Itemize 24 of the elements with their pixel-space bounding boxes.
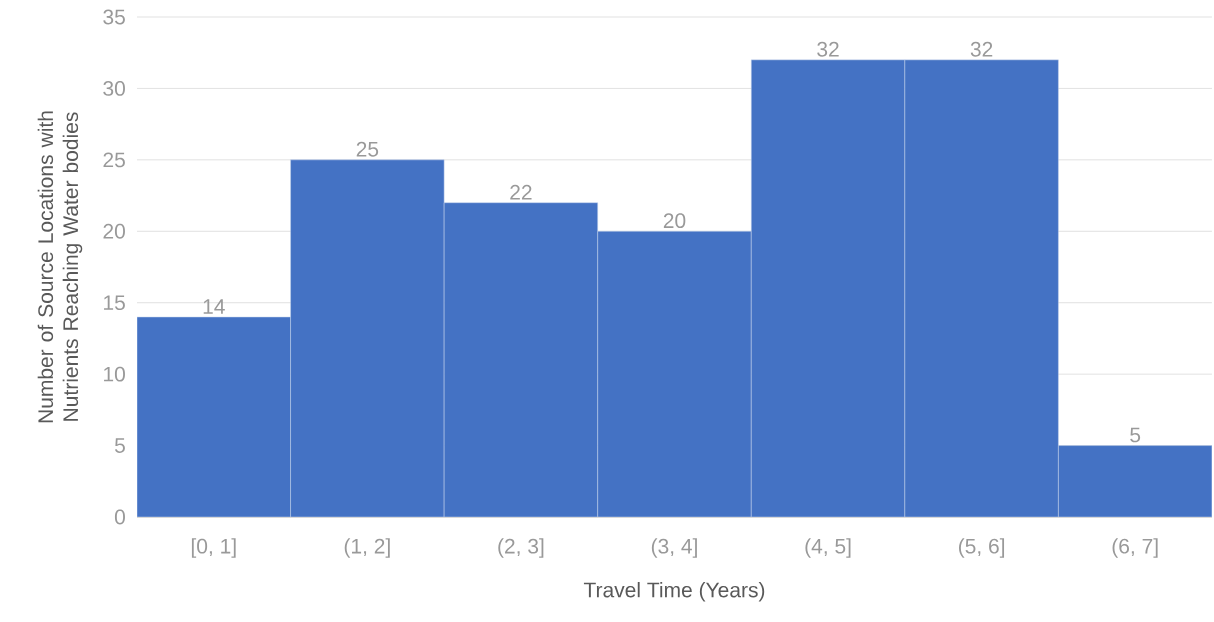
data-label: 32 xyxy=(817,41,839,57)
y-tick-label: 35 xyxy=(103,9,125,25)
y-tick-label: 20 xyxy=(103,223,125,239)
x-tick-label: (4, 5] xyxy=(805,538,851,558)
x-tick-label: (6, 7] xyxy=(1112,538,1158,558)
data-label: 32 xyxy=(970,41,993,57)
x-tick-label: (2, 3] xyxy=(498,538,544,558)
x-axis-title: Travel Time (Years) xyxy=(583,581,765,602)
x-tick-label: (3, 4] xyxy=(651,538,697,558)
x-tick-label: [0, 1] xyxy=(191,538,236,558)
y-tick-label: 5 xyxy=(114,438,125,453)
y-tick-label: 30 xyxy=(103,80,125,96)
data-label: 5 xyxy=(1130,427,1141,443)
data-label: 22 xyxy=(510,184,532,200)
y-tick-label: 25 xyxy=(103,152,125,168)
data-label: 14 xyxy=(203,299,225,314)
y-tick-label: 10 xyxy=(104,366,125,382)
y-axis-title: Number of Source Locations with Nutrients Reaching Water bodies xyxy=(37,111,83,423)
x-tick-label: (1, 2] xyxy=(344,538,390,558)
y-tick-label: 15 xyxy=(104,295,125,311)
data-label: 25 xyxy=(356,141,379,157)
x-tick-label: (5, 6] xyxy=(958,538,1005,558)
y-tick-label: 0 xyxy=(114,509,125,525)
data-label: 20 xyxy=(663,213,686,229)
